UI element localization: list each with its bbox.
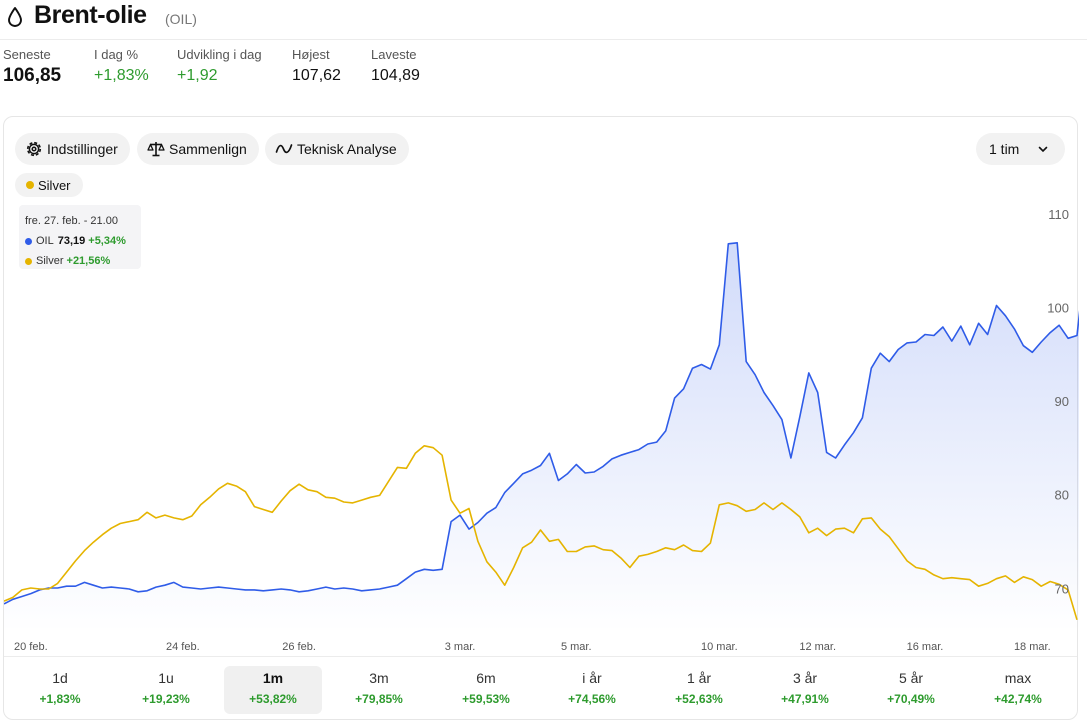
- tooltip-date: fre. 27. feb. - 21.00: [25, 215, 118, 227]
- y-tick-label: 70: [1055, 581, 1069, 596]
- timeframe-6m[interactable]: 6m +59,53%: [462, 670, 510, 706]
- compare-label: Sammenlign: [169, 141, 247, 157]
- stat-latest: Seneste 106,85: [3, 47, 62, 86]
- interval-select[interactable]: 1 tim: [976, 133, 1065, 165]
- timeframe-3m[interactable]: 3m +79,85%: [355, 670, 403, 706]
- compare-tag-label: Silver: [38, 177, 71, 193]
- technical-analysis-label: Teknisk Analyse: [297, 141, 397, 157]
- stat-high: Højest 107,62: [292, 47, 341, 84]
- settings-label: Indstillinger: [47, 141, 118, 157]
- oil-dot-icon: [25, 237, 32, 245]
- chart-card: 70 80 90 100 110 20 feb. 24 feb. 26 feb. 3 mar. 5…: [3, 116, 1079, 720]
- y-tick-label: 110: [1048, 207, 1069, 222]
- y-tick-label: 80: [1055, 488, 1069, 503]
- timeframe-max[interactable]: max +42,74%: [994, 670, 1042, 706]
- ticker-symbol: (OIL): [165, 11, 197, 27]
- x-tick-label: 3 mar.: [445, 641, 476, 653]
- timeframe-5y[interactable]: 5 år +70,49%: [887, 670, 935, 706]
- timeframe-1m[interactable]: 1m +53,82%: [224, 666, 322, 714]
- x-tick-label: 26 feb.: [282, 641, 316, 653]
- gear-icon: [26, 141, 42, 157]
- silver-series-line: [4, 445, 1078, 621]
- x-tick-label: 24 feb.: [166, 641, 200, 653]
- x-tick-label: 16 mar.: [907, 641, 944, 653]
- timeframe-1y[interactable]: 1 år +52,63%: [675, 670, 723, 706]
- y-tick-label: 100: [1047, 301, 1069, 316]
- interval-value: 1 tim: [989, 141, 1020, 157]
- price-chart[interactable]: 70 80 90 100 110 20 feb. 24 feb. 26 feb. 3 mar. 5…: [4, 117, 1079, 657]
- tooltip-silver-row: Silver +21,56%: [25, 251, 141, 271]
- header: Brent-olie (OIL): [0, 0, 1087, 40]
- timeframe-1d[interactable]: 1d +1,83%: [39, 670, 81, 706]
- x-tick-label: 12 mar.: [799, 641, 836, 653]
- tooltip-oil-row: OIL 73,19 +5,34%: [25, 231, 141, 251]
- oil-area: [4, 242, 1079, 632]
- stat-today-change: Udvikling i dag +1,92: [177, 47, 262, 84]
- x-tick-label: 20 feb.: [14, 641, 48, 653]
- chart-tooltip: fre. 27. feb. - 21.00 OIL 73,19 +5,34% S…: [19, 205, 141, 269]
- timeframe-1u[interactable]: 1u +19,23%: [142, 670, 190, 706]
- technical-analysis-button[interactable]: Teknisk Analyse: [265, 133, 409, 165]
- drop-icon: [8, 7, 22, 27]
- compare-tag-silver[interactable]: Silver: [15, 173, 83, 197]
- trend-line-icon: [275, 144, 293, 154]
- settings-button[interactable]: Indstillinger: [15, 133, 130, 165]
- chevron-down-icon: [1038, 146, 1048, 153]
- silver-dot-icon: [26, 181, 34, 189]
- timeframe-selector: 1d +1,83% 1u +19,23% 1m +53,82% 3m +79,85% 6…: [4, 656, 1077, 720]
- oil-series-line: [4, 242, 1079, 605]
- y-tick-label: 90: [1055, 394, 1069, 409]
- timeframe-ytd[interactable]: i år +74,56%: [568, 670, 616, 706]
- page-title: Brent-olie: [34, 1, 147, 29]
- stat-low: Laveste 104,89: [371, 47, 420, 84]
- stat-today-pct: I dag % +1,83%: [94, 47, 149, 84]
- scale-icon: [147, 142, 165, 157]
- x-tick-label: 10 mar.: [701, 641, 738, 653]
- silver-dot-icon: [25, 257, 32, 265]
- x-tick-label: 18 mar.: [1014, 641, 1051, 653]
- x-tick-label: 5 mar.: [561, 641, 592, 653]
- compare-button[interactable]: Sammenlign: [137, 133, 259, 165]
- timeframe-3y[interactable]: 3 år +47,91%: [781, 670, 829, 706]
- stats-bar: Seneste 106,85 I dag % +1,83% Udvikling …: [0, 46, 1087, 96]
